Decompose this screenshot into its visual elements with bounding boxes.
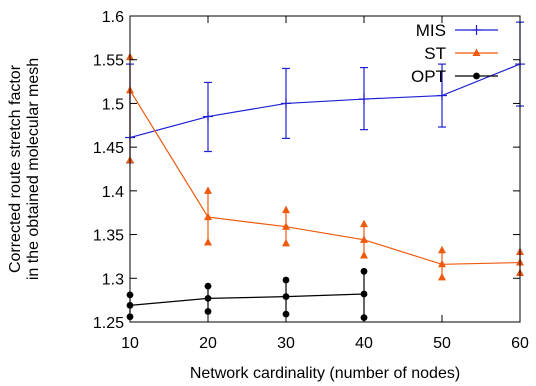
error-cap-high-st-1 (204, 186, 212, 194)
point-mis-2 (281, 98, 291, 109)
point-st-2 (282, 222, 290, 230)
y-tick-label-4: 1.45 (93, 140, 124, 157)
legend-label-mis: MIS (416, 21, 446, 40)
legend-item-st: ST (424, 44, 498, 63)
point-st-3 (360, 235, 368, 243)
legend: MIS ST OPT (411, 21, 498, 86)
point-opt-1 (204, 294, 212, 302)
error-cap-low-st-4 (438, 272, 446, 281)
x-tick-label-4: 50 (433, 335, 451, 352)
error-cap-low-opt-2 (282, 310, 290, 318)
legend-label-st: ST (424, 44, 446, 63)
x-tick-label-2: 30 (277, 335, 295, 352)
series-st (126, 52, 524, 281)
error-cap-high-st-4 (438, 245, 446, 254)
error-cap-high-opt-1 (204, 282, 212, 290)
y-tick-label-7: 1.6 (102, 9, 124, 26)
y-tick-label-3: 1.4 (102, 184, 124, 201)
series-line-opt (129, 293, 365, 306)
legend-item-opt: OPT (411, 67, 498, 86)
error-cap-high-opt-3 (360, 267, 368, 275)
series-line-st (129, 89, 521, 265)
error-cap-high-opt-2 (282, 276, 290, 284)
x-axis-title: Network cardinality (number of nodes) (190, 365, 460, 382)
legend-marker-opt (473, 72, 480, 80)
ticks-layer: 10 20 30 40 50 60 1.25 1.3 1.35 1.4 1.45 1.5 1.55 1.6 (93, 9, 529, 352)
error-cap-high-st-2 (282, 205, 290, 214)
error-cap-high-st-3 (360, 219, 368, 228)
y-tick-label-5: 1.5 (102, 96, 124, 113)
plot-frame (129, 15, 521, 323)
legend-item-mis: MIS (416, 21, 498, 40)
y-axis-title-line-1: Corrected route stretch factor (7, 64, 24, 273)
y-tick-label-0: 1.25 (93, 315, 124, 332)
point-st-1 (204, 212, 212, 221)
legend-marker-mis (471, 25, 482, 35)
series-layer (125, 21, 525, 322)
x-tick-label-5: 60 (511, 335, 529, 352)
error-cap-low-st-2 (282, 238, 290, 247)
x-tick-label-1: 20 (199, 335, 217, 352)
y-axis-title-line-2: in the obtained molecular mesh (25, 58, 42, 280)
x-tick-label-0: 10 (121, 335, 139, 352)
series-opt (126, 267, 368, 322)
legend-marker-st (472, 48, 481, 56)
series-line-mis (129, 63, 521, 139)
legend-label-opt: OPT (411, 67, 446, 86)
point-mis-1 (203, 111, 213, 122)
error-cap-low-st-1 (204, 237, 212, 246)
point-mis-4 (437, 90, 447, 101)
error-cap-low-opt-1 (204, 308, 212, 315)
point-opt-3 (360, 290, 368, 298)
point-st-4 (438, 259, 446, 268)
x-tick-label-3: 40 (355, 335, 373, 352)
error-cap-low-st-3 (360, 251, 368, 259)
y-tick-label-1: 1.3 (102, 271, 124, 288)
y-tick-label-6: 1.55 (93, 53, 124, 70)
point-mis-3 (359, 94, 369, 105)
series-mis (125, 21, 525, 164)
y-tick-label-2: 1.35 (93, 228, 124, 245)
point-opt-2 (282, 293, 290, 301)
